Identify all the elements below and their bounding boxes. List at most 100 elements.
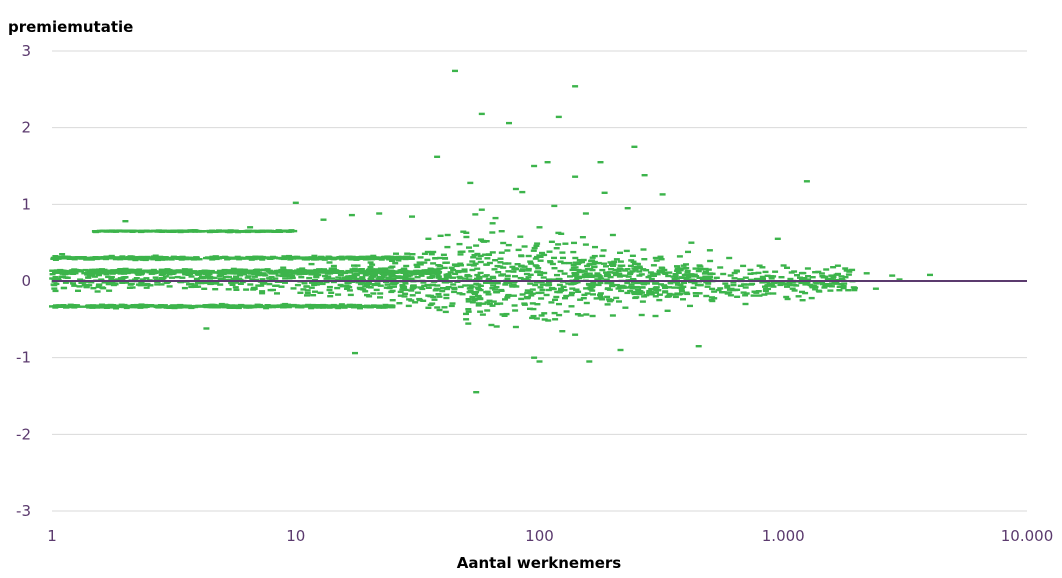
data-point <box>405 271 412 274</box>
data-point <box>674 283 681 286</box>
data-point <box>828 285 835 288</box>
data-point <box>267 270 273 273</box>
data-point <box>384 283 391 286</box>
data-point <box>672 275 679 278</box>
data-point <box>342 256 349 260</box>
data-point <box>363 270 370 273</box>
data-point <box>138 303 145 306</box>
data-point <box>843 269 850 272</box>
data-point <box>819 275 826 278</box>
data-point <box>200 230 206 233</box>
data-point <box>442 278 449 281</box>
data-point <box>558 287 564 290</box>
data-point <box>474 277 480 280</box>
data-point <box>478 112 485 116</box>
data-point <box>589 259 596 262</box>
data-point <box>440 287 447 290</box>
data-point <box>553 247 560 250</box>
data-point <box>385 270 392 273</box>
data-point <box>709 287 716 291</box>
data-point <box>531 356 538 359</box>
data-point <box>622 306 629 309</box>
data-point <box>741 283 747 286</box>
data-point <box>568 293 575 297</box>
data-point <box>132 305 139 308</box>
data-point <box>192 270 199 274</box>
data-point <box>783 295 790 299</box>
data-point <box>537 286 544 289</box>
data-point <box>435 293 442 296</box>
data-point <box>121 269 128 272</box>
data-point <box>415 272 422 275</box>
data-point <box>695 269 702 273</box>
data-point <box>604 303 611 306</box>
data-point <box>608 282 615 285</box>
data-point <box>158 283 165 286</box>
data-point <box>83 258 90 261</box>
data-point <box>466 278 473 281</box>
data-point <box>684 292 691 296</box>
data-point <box>810 284 817 288</box>
data-point <box>462 277 469 280</box>
data-point <box>653 259 660 262</box>
data-point <box>250 288 257 291</box>
data-point <box>96 283 103 286</box>
data-point <box>548 286 555 290</box>
data-point <box>281 255 288 258</box>
data-point <box>756 264 763 267</box>
data-point <box>245 304 251 307</box>
data-point <box>146 271 153 274</box>
data-point <box>664 309 671 312</box>
data-point <box>456 242 463 246</box>
data-point <box>711 297 718 300</box>
data-point <box>227 271 234 274</box>
data-point <box>706 249 713 252</box>
data-point <box>802 291 809 295</box>
data-point <box>494 282 501 285</box>
data-point <box>646 291 653 294</box>
data-point <box>641 295 648 298</box>
data-point <box>136 304 143 307</box>
data-point <box>389 299 396 302</box>
data-point <box>469 301 476 304</box>
data-point <box>353 258 360 261</box>
data-point <box>418 271 425 274</box>
data-point <box>648 287 655 291</box>
data-point <box>98 304 105 308</box>
data-point <box>805 278 812 281</box>
data-point <box>798 271 805 275</box>
data-point <box>529 288 536 291</box>
data-point <box>680 276 686 279</box>
data-point <box>577 298 584 301</box>
data-point <box>297 291 304 294</box>
x-axis-title: Aantal werknemers <box>457 554 622 572</box>
data-point <box>135 283 142 286</box>
data-point <box>436 295 443 298</box>
data-point <box>590 293 596 296</box>
data-point <box>518 265 525 268</box>
data-point <box>780 264 787 267</box>
data-point <box>294 306 301 309</box>
data-point <box>52 255 59 258</box>
x-tick-label: 100 <box>525 527 554 545</box>
data-point <box>154 256 161 260</box>
data-point <box>645 275 652 279</box>
data-point <box>436 270 443 274</box>
data-point <box>377 284 384 287</box>
data-point <box>418 274 425 277</box>
data-point <box>536 360 543 363</box>
data-point <box>392 281 399 284</box>
data-point <box>527 260 534 263</box>
data-point <box>577 314 584 317</box>
data-point <box>213 282 220 285</box>
data-point <box>425 237 432 240</box>
data-point <box>456 292 463 295</box>
data-point <box>587 288 594 291</box>
data-point <box>186 283 192 286</box>
y-axis-title: premiemutatie <box>8 18 133 36</box>
data-point <box>362 258 369 261</box>
data-point <box>195 229 202 233</box>
data-point <box>674 265 680 268</box>
data-point <box>684 269 691 273</box>
data-point <box>420 281 427 284</box>
